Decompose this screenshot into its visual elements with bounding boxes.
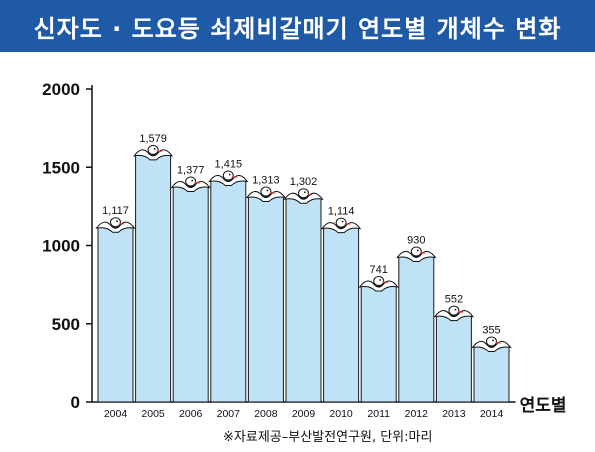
value-label: 1,377: [177, 164, 205, 176]
bird-head: [147, 144, 159, 155]
bird-eye: [266, 189, 269, 192]
bird-icon: [358, 276, 399, 292]
bar-chart: 0 500 1000 1500 2000 1,117 2004 1,579 2005 1,377 2…: [42, 80, 567, 420]
value-label: 1,114: [328, 206, 355, 218]
category-label: 2013: [442, 408, 466, 420]
bird-beak: [232, 175, 239, 178]
bird-icon: [170, 176, 211, 192]
value-label: 1,579: [139, 133, 167, 145]
bird-head: [410, 246, 422, 257]
bar: [97, 226, 134, 403]
bird-eye: [454, 308, 457, 311]
chart-title: 신자도 · 도요등 쇠제비갈매기 연도별 개체수 변화: [33, 14, 562, 43]
bird-head: [222, 170, 234, 181]
bird-icon: [433, 305, 475, 322]
bird-icon: [396, 246, 437, 262]
value-label: 355: [482, 324, 500, 336]
bird-wings: [433, 310, 475, 322]
category-label: 2007: [217, 408, 241, 420]
title-bar: 신자도 · 도요등 쇠제비갈매기 연도별 개체수 변화: [0, 0, 595, 52]
y-tick-label: 500: [52, 315, 80, 334]
bird-head: [486, 336, 497, 347]
bird-wings: [245, 191, 287, 203]
bar: [435, 315, 472, 403]
bird-head: [110, 217, 121, 228]
bird-wings: [170, 180, 211, 192]
bar: [210, 180, 247, 403]
bird-eye: [191, 179, 194, 182]
bird-eye: [379, 279, 382, 281]
bird-beak: [457, 310, 464, 313]
category-label: 2012: [405, 408, 429, 420]
value-label: 1,313: [252, 175, 280, 187]
bird-head: [335, 217, 347, 228]
bird-icon: [208, 170, 249, 187]
bird-eye: [304, 191, 306, 194]
bird-eye: [116, 220, 118, 223]
y-tick-label: 1500: [42, 158, 80, 177]
bird-eye: [153, 147, 156, 150]
value-label: 741: [370, 264, 388, 276]
bird-eye: [416, 249, 419, 252]
bird-wings: [320, 222, 362, 234]
bird-wings: [132, 149, 174, 161]
category-label: 2004: [104, 408, 128, 420]
bird-beak: [194, 181, 201, 184]
bar: [360, 285, 397, 403]
bird-head: [260, 186, 272, 197]
bird-icon: [283, 188, 324, 204]
bar: [172, 185, 209, 403]
bar: [398, 255, 435, 403]
bird-wings: [396, 250, 437, 262]
bird-wings: [208, 175, 249, 187]
bird-eye: [341, 220, 344, 223]
bird-head: [448, 305, 460, 316]
bird-head: [298, 188, 309, 199]
bar: [285, 197, 322, 403]
bar: [135, 154, 172, 403]
bird-beak: [382, 281, 389, 284]
bird-beak: [157, 149, 164, 152]
value-label: 1,415: [215, 159, 243, 171]
bird-wings: [283, 192, 324, 204]
bird-eye: [492, 339, 494, 342]
bird-beak: [495, 341, 502, 344]
bird-beak: [345, 222, 352, 225]
bird-head: [373, 276, 385, 287]
value-label: 930: [407, 234, 425, 246]
y-tick-label: 0: [71, 393, 80, 412]
value-label: 552: [445, 294, 463, 306]
x-axis-title: 연도별: [520, 396, 567, 416]
value-label: 1,117: [102, 205, 129, 217]
bar: [473, 345, 510, 403]
bird-icon: [132, 144, 174, 161]
y-tick-label: 1000: [42, 237, 80, 256]
bird-beak: [119, 222, 126, 225]
bar: [323, 227, 360, 403]
bird-wings: [358, 280, 399, 292]
category-label: 2008: [254, 408, 278, 420]
bird-wings: [471, 340, 512, 352]
source-note: ※자료제공–부산발전연구원, 단위:마리: [223, 430, 433, 445]
bar: [247, 196, 284, 403]
category-label: 2014: [480, 408, 504, 420]
bird-icon: [471, 336, 512, 352]
bird-beak: [269, 191, 276, 194]
category-label: 2010: [329, 408, 353, 420]
bird-beak: [420, 251, 427, 254]
category-label: 2009: [292, 408, 316, 420]
bird-head: [185, 176, 197, 187]
category-label: 2005: [141, 408, 165, 420]
bird-icon: [245, 186, 287, 203]
value-label: 1,302: [290, 176, 318, 188]
y-tick-label: 2000: [42, 80, 80, 99]
bird-icon: [320, 217, 362, 234]
category-label: 2006: [179, 408, 203, 420]
category-label: 2011: [367, 408, 390, 420]
bird-eye: [228, 173, 231, 176]
bird-beak: [307, 193, 314, 196]
bird-wings: [95, 221, 136, 233]
bird-icon: [95, 217, 136, 233]
